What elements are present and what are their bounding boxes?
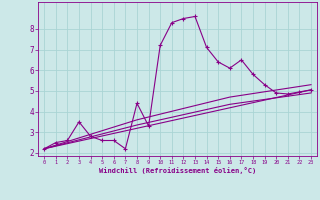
- X-axis label: Windchill (Refroidissement éolien,°C): Windchill (Refroidissement éolien,°C): [99, 167, 256, 174]
